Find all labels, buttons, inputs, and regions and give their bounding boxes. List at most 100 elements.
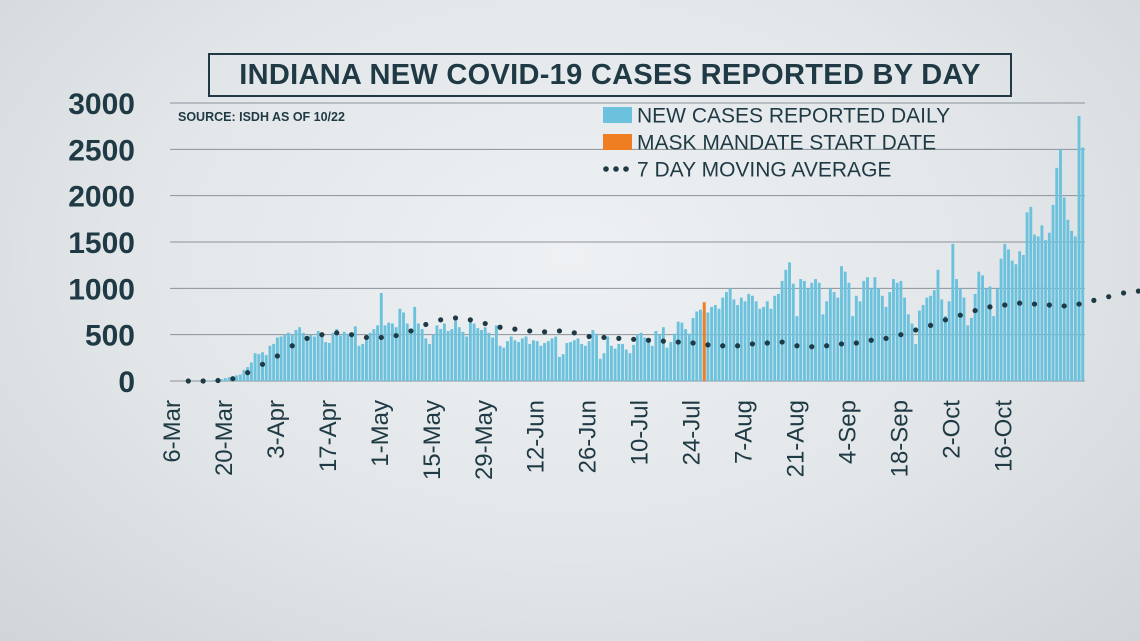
daily-case-bar: [502, 347, 506, 381]
x-tick-label: 2-Oct: [938, 400, 965, 459]
moving-average-dot: [853, 340, 859, 346]
daily-case-bar: [992, 316, 996, 381]
daily-case-bar: [1081, 147, 1085, 381]
daily-case-bar: [673, 333, 676, 381]
moving-average-dot: [972, 307, 978, 314]
daily-case-bar: [695, 311, 699, 381]
daily-case-bar: [394, 327, 398, 381]
daily-case-bar: [339, 335, 342, 381]
daily-case-bar: [806, 288, 810, 381]
daily-case-bar: [487, 332, 491, 381]
daily-case-bar: [524, 336, 528, 381]
moving-average-dot: [1076, 301, 1082, 307]
daily-case-bar: [409, 330, 413, 381]
daily-case-bar: [235, 375, 238, 381]
daily-case-bar: [320, 334, 324, 381]
daily-case-bar: [943, 316, 947, 381]
daily-case-bar: [929, 295, 933, 381]
daily-case-bar: [554, 336, 558, 381]
moving-average-dot: [779, 339, 785, 345]
daily-case-bar: [962, 297, 966, 381]
daily-case-bar: [747, 293, 751, 381]
x-tick-label: 10-Jul: [627, 400, 654, 465]
moving-average-dot: [452, 315, 459, 321]
daily-case-bar: [227, 377, 231, 381]
daily-case-bar: [1007, 249, 1010, 381]
x-tick-label: 16-Oct: [990, 400, 1017, 472]
daily-case-bar: [539, 345, 543, 381]
y-axis-ticks: 0 500 1000 1500 2000 2500 3000: [68, 88, 135, 399]
daily-case-bar: [272, 343, 276, 381]
daily-case-bar: [509, 336, 513, 381]
daily-case-bar: [1062, 197, 1066, 381]
moving-average-dot: [616, 335, 622, 341]
daily-case-bar: [799, 279, 803, 381]
moving-average-dot: [749, 341, 756, 347]
daily-case-bar: [699, 309, 702, 381]
daily-case-bar: [376, 325, 380, 381]
moving-average-dot: [1061, 303, 1067, 309]
daily-case-bar: [398, 308, 402, 381]
daily-case-bar: [275, 337, 279, 381]
daily-case-bar: [557, 356, 561, 381]
daily-case-bar: [476, 328, 480, 381]
daily-case-bar: [454, 320, 457, 381]
daily-case-bar: [1018, 251, 1022, 381]
legend: SOURCE: ISDH AS OF 10/22 NEW CASES REPOR…: [178, 105, 950, 182]
y-tick-label: 2500: [68, 134, 135, 167]
daily-case-bar: [947, 301, 951, 381]
moving-average-dot: [631, 336, 637, 342]
x-tick-label: 21-Aug: [783, 400, 810, 477]
daily-case-bar: [1051, 204, 1055, 381]
daily-case-bar: [383, 325, 387, 381]
source-note: SOURCE: ISDH AS OF 10/22: [178, 110, 345, 124]
daily-case-bar: [335, 329, 339, 381]
x-tick-label: 1-May: [367, 400, 394, 467]
daily-case-bar: [676, 321, 680, 381]
moving-average-dot: [482, 320, 488, 327]
moving-average-dot: [957, 312, 963, 318]
moving-average-dot: [645, 337, 652, 343]
moving-average-dot: [675, 339, 681, 345]
daily-case-bar: [1033, 234, 1036, 381]
daily-case-bar: [305, 337, 309, 381]
moving-average-dot: [690, 340, 696, 346]
daily-case-bar: [802, 280, 806, 381]
moving-average-dot: [1017, 300, 1023, 306]
daily-case-bar: [353, 326, 357, 381]
daily-case-bar: [1055, 167, 1059, 381]
y-tick-label: 3000: [68, 88, 135, 121]
x-tick-label: 15-May: [419, 400, 446, 480]
moving-average-dot: [289, 343, 295, 349]
x-tick-label: 4-Sep: [834, 400, 861, 464]
daily-case-bar: [279, 336, 283, 381]
moving-average-dot: [512, 326, 518, 332]
moving-average-dot: [942, 317, 949, 323]
daily-case-bar: [840, 266, 843, 381]
daily-case-bar: [357, 345, 361, 381]
daily-case-bar: [1021, 254, 1025, 381]
moving-average-dot: [1106, 294, 1112, 300]
daily-cases-bars: [201, 115, 1085, 382]
moving-average-dot: [1120, 290, 1127, 296]
moving-average-dot: [601, 334, 607, 341]
daily-case-bar: [955, 279, 958, 381]
daily-case-bar: [739, 297, 743, 381]
daily-case-bar: [402, 312, 406, 381]
daily-case-bar: [424, 338, 428, 381]
daily-case-bar: [327, 343, 331, 381]
daily-case-bar: [995, 288, 999, 381]
legend-dot: [613, 166, 619, 172]
daily-case-bar: [661, 327, 665, 381]
daily-case-bar: [591, 330, 595, 381]
daily-case-bar: [877, 288, 881, 381]
moving-average-dot: [1031, 301, 1038, 307]
moving-average-dot: [541, 329, 548, 335]
daily-case-bar: [450, 329, 454, 381]
daily-case-bar: [736, 305, 740, 381]
daily-case-bar: [609, 345, 613, 381]
daily-case-bar: [1003, 243, 1007, 381]
daily-case-bar: [981, 275, 984, 381]
moving-average-dot: [734, 343, 741, 349]
